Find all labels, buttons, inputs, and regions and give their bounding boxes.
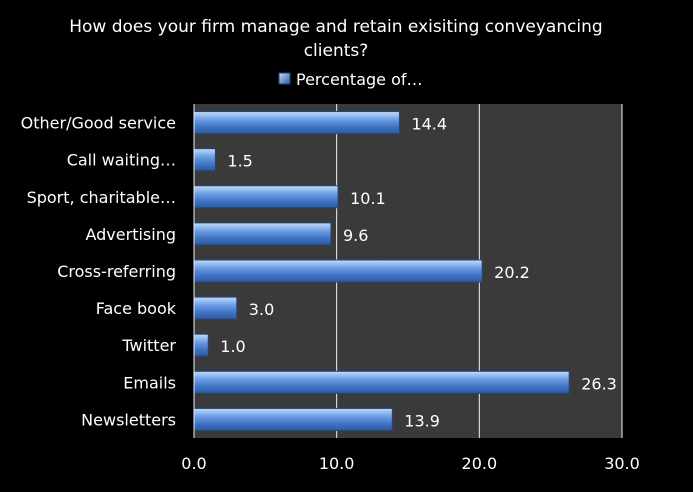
x-tick-label: 30.0 bbox=[604, 454, 640, 473]
bar bbox=[193, 296, 238, 320]
chart-title-line-2: clients? bbox=[304, 41, 369, 61]
chart-title-line-1: How does your firm manage and retain exi… bbox=[69, 17, 602, 37]
category-label: Other/Good service bbox=[21, 114, 176, 133]
data-label: 9.6 bbox=[343, 226, 368, 245]
data-label: 14.4 bbox=[411, 115, 447, 134]
legend: Percentage of… bbox=[278, 70, 423, 89]
bar bbox=[193, 111, 400, 135]
x-tick-label: 20.0 bbox=[462, 454, 498, 473]
bar bbox=[193, 148, 216, 172]
bar bbox=[193, 333, 209, 357]
data-label: 20.2 bbox=[494, 263, 530, 282]
category-label: Newsletters bbox=[81, 410, 176, 429]
category-label: Twitter bbox=[121, 336, 176, 355]
x-tick-label: 0.0 bbox=[181, 454, 206, 473]
x-tick-label: 10.0 bbox=[319, 454, 355, 473]
category-label: Face book bbox=[96, 299, 177, 318]
legend-swatch bbox=[278, 72, 291, 85]
bar bbox=[193, 222, 332, 246]
bar bbox=[193, 185, 339, 209]
data-label: 3.0 bbox=[249, 300, 274, 319]
category-label: Call waiting… bbox=[67, 151, 176, 170]
data-label: 1.5 bbox=[227, 152, 252, 171]
bar bbox=[193, 370, 570, 394]
bar bbox=[193, 259, 483, 283]
category-label: Advertising bbox=[85, 225, 176, 244]
data-labels: 14.4 1.5 10.1 9.6 20.2 3.01.0 26.3 13.9 bbox=[220, 115, 617, 431]
data-label: 1.0 bbox=[220, 337, 245, 356]
category-labels: Other/Good service Call waiting… Sport, ch… bbox=[21, 114, 177, 430]
data-label: 26.3 bbox=[581, 374, 617, 393]
category-label: Sport, charitable… bbox=[27, 188, 176, 207]
category-label: Emails bbox=[123, 373, 176, 392]
legend-label: Percentage of… bbox=[296, 70, 423, 89]
data-label: 13.9 bbox=[404, 411, 440, 430]
x-axis-tick-labels: 0.0 10.0 20.0 30.0 bbox=[181, 454, 640, 473]
category-label: Cross-referring bbox=[57, 262, 176, 281]
bar bbox=[193, 407, 393, 431]
data-label: 10.1 bbox=[350, 189, 386, 208]
